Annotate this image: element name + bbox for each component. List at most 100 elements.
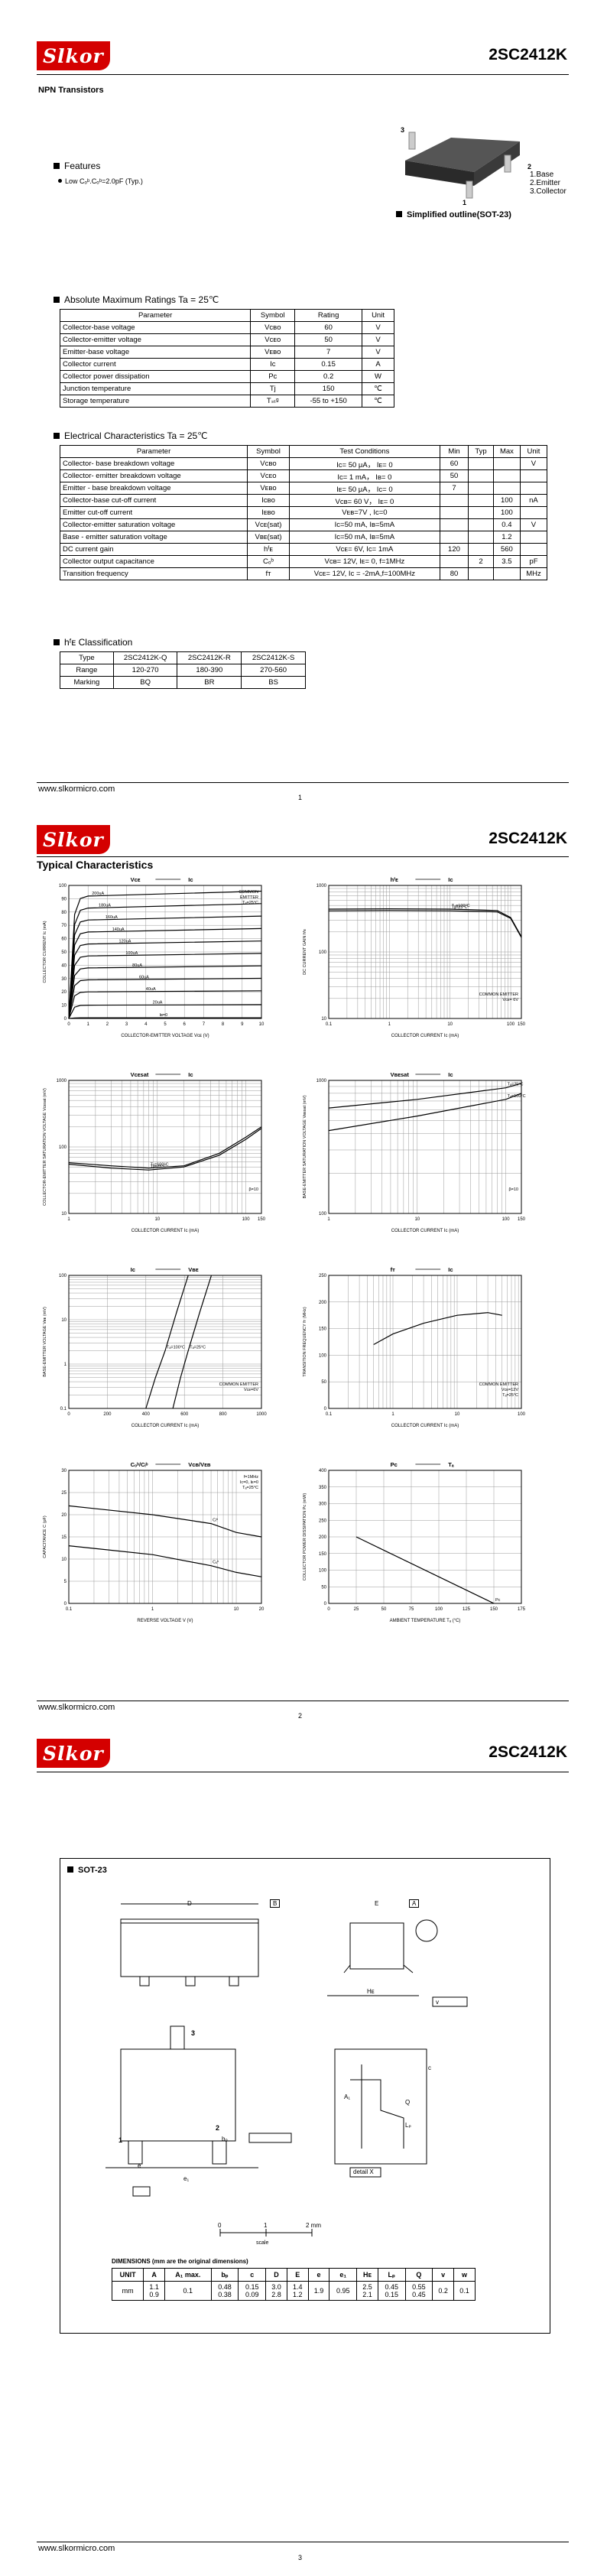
y-tick-label: 80	[61, 911, 67, 915]
table-header-cell: e₁	[329, 2268, 358, 2282]
package-title: SOT-23	[67, 1866, 107, 1875]
plot-frame	[328, 1470, 522, 1604]
table-row: Collector- base breakdown voltage Vᴄʙᴏ Ic=…	[59, 457, 548, 470]
series-label: 120uA	[119, 940, 131, 944]
x-tick-label: 150	[258, 1217, 266, 1222]
table-cell: 0.45 0.15	[377, 2281, 406, 2301]
dim-label-E: E	[375, 1900, 379, 1907]
y-tick-label: 100	[59, 1274, 67, 1278]
table-cell: Tₛₜᵍ	[250, 395, 296, 408]
brand-logo: Slkor	[37, 1739, 110, 1768]
x-tick-label: 10	[234, 1607, 239, 1612]
table-cell: -55 to +150	[294, 395, 363, 408]
series-line	[68, 1004, 262, 1019]
x-axis-label: COLLECTOR-EMITTER VOLTAGE Vᴄᴇ (V)	[121, 1034, 209, 1038]
y-tick-label: 25	[61, 1491, 67, 1496]
series-label: Cₒᵇ	[213, 1560, 219, 1565]
chart-ft-ic: 0.1 1 10 100 0 50 100 150 200 250 fᴛ Iᴄ COLLECTOR CU…	[303, 1266, 526, 1428]
x-tick-label: 20	[259, 1607, 265, 1612]
pin-label-1: 1	[118, 2136, 123, 2144]
table-cell: 80	[439, 567, 469, 580]
x-tick-label: 150	[518, 1022, 526, 1027]
series-line	[68, 1128, 262, 1171]
table-cell: ℃	[362, 395, 394, 408]
table-cell: Vcᴇ= 12V, Iᴄ = -2mA,f=100MHz	[288, 567, 440, 580]
y-tick-label: 150	[319, 1552, 327, 1557]
footer-website: www.slkormicro.com	[38, 1703, 115, 1712]
x-tick-label: 4	[144, 1022, 148, 1027]
x-tick-label: 2	[106, 1022, 109, 1027]
y-tick-label: 100	[59, 884, 67, 888]
x-tick-label: 10	[455, 1412, 460, 1417]
page-number: 1	[298, 794, 303, 801]
table-cell: MHz	[519, 567, 548, 580]
dim-label-v: v	[436, 1999, 439, 2006]
chart-note: Tₐ=25°C	[242, 1486, 258, 1490]
x-tick-label: 10	[259, 1022, 265, 1027]
y-tick-label: 100	[319, 1569, 327, 1574]
series-label: Iʙ=0	[159, 1013, 167, 1018]
header-rule	[37, 856, 569, 857]
x-axis-label: COLLECTOR CURRENT Iᴄ (mA)	[391, 1424, 459, 1428]
series-label: 160uA	[105, 915, 118, 920]
table-row: Emitter-base voltage Vᴇʙᴏ 7 V	[59, 346, 394, 359]
series-line	[68, 965, 262, 1019]
x-tick-label: 1	[87, 1022, 90, 1027]
page-number: 2	[298, 1712, 303, 1720]
table-cell: 0.1	[164, 2281, 212, 2301]
series-line	[68, 940, 262, 1019]
plot-frame	[328, 1275, 522, 1409]
dim-label-Q: Q	[405, 2099, 411, 2106]
page-1: Slkor 2SC2412K NPN Transistors Features …	[0, 0, 607, 818]
chart-note: COMMON EMITTER	[219, 1382, 258, 1387]
y-tick-label: 200	[319, 1535, 327, 1540]
scale-caption: scale	[256, 2240, 269, 2246]
plot-frame	[68, 1080, 262, 1214]
x-axis-label: COLLECTOR CURRENT Iᴄ (mA)	[391, 1229, 459, 1233]
x-tick-label: 1	[388, 1022, 391, 1027]
y-tick-label: 350	[319, 1486, 327, 1490]
part-number: 2SC2412K	[489, 1743, 567, 1761]
dim-label-HE: Hᴇ	[367, 1988, 375, 1995]
table-header-cell: Hᴇ	[356, 2268, 378, 2282]
x-tick-label: 800	[219, 1412, 228, 1417]
y-tick-label: 30	[61, 977, 67, 982]
y-axis-label: COLLECTOR CURRENT Iᴄ (mA)	[43, 921, 47, 983]
pinout-list: 1.Base 2.Emitter 3.Collector	[530, 171, 566, 196]
y-tick-label: 20	[61, 990, 67, 995]
y-tick-label: 400	[319, 1469, 327, 1473]
chart-note: β=10	[509, 1187, 519, 1192]
pin-number-2: 2	[527, 163, 532, 171]
table-header-cell: A	[143, 2268, 165, 2282]
x-tick-label: 7	[203, 1022, 206, 1027]
series-label: Tₐ=25°C	[151, 1165, 167, 1169]
y-tick-label: 1000	[57, 1079, 67, 1083]
x-tick-label: 1	[67, 1217, 70, 1222]
x-tick-label: 5	[164, 1022, 167, 1027]
scale-2mm: 2 mm	[306, 2222, 321, 2229]
y-tick-label: 15	[61, 1535, 67, 1540]
series-line	[328, 910, 522, 938]
table-row: Transition frequency fᴛ Vcᴇ= 12V, Iᴄ = -2m…	[59, 567, 548, 580]
abs-max-heading: Absolute Maximum Ratings Ta = 25℃	[54, 294, 219, 305]
plot-frame	[328, 1080, 522, 1214]
x-tick-label: 125	[463, 1607, 471, 1612]
y-tick-label: 10	[61, 1212, 67, 1217]
chart-note: Vᴄᴇ=6V	[244, 1388, 258, 1392]
table-cell: Marking	[60, 676, 114, 689]
series-label: Tₐ=100°C	[508, 1094, 526, 1099]
x-tick-label: 150	[518, 1217, 526, 1222]
y-tick-label: 300	[319, 1502, 327, 1507]
series-label: Tₐ=25°C	[508, 1083, 524, 1087]
y-tick-label: 50	[61, 950, 67, 955]
x-tick-label: 0	[67, 1022, 70, 1027]
table-header-cell: v	[432, 2268, 455, 2282]
x-tick-label: 10	[154, 1217, 160, 1222]
series-label: Pᴄ	[495, 1598, 501, 1603]
y-tick-label: 1000	[316, 884, 327, 888]
dim-label-B: B	[270, 1899, 281, 1908]
pin-label-3: 3.Collector	[530, 187, 566, 196]
pin-label-2: 2.Emitter	[530, 179, 561, 187]
